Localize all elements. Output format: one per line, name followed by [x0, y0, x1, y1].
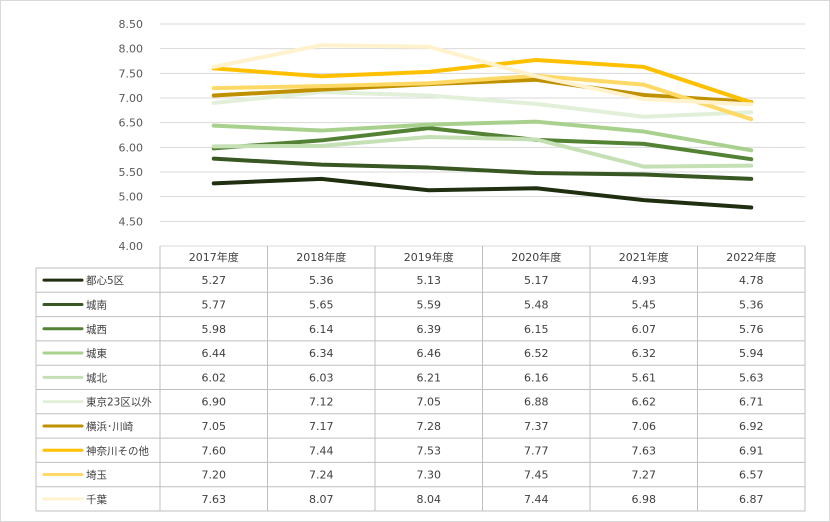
data-value: 5.98 [202, 323, 227, 336]
series-line [211, 176, 754, 210]
x-category-label: 2022年度 [726, 250, 776, 264]
series-line [211, 134, 754, 169]
data-value: 6.90 [202, 396, 227, 409]
series-line [211, 119, 754, 153]
data-value: 8.07 [309, 493, 334, 506]
data-value: 7.44 [309, 444, 334, 457]
data-value: 7.27 [632, 469, 657, 482]
data-value: 5.36 [739, 298, 764, 311]
series-line [211, 73, 754, 122]
data-value: 6.16 [524, 371, 549, 384]
series-label: 都心5区 [86, 275, 124, 287]
data-value: 6.39 [417, 323, 442, 336]
y-tick-label: 5.50 [119, 166, 144, 179]
data-value: 6.21 [417, 371, 442, 384]
y-tick-label: 8.50 [119, 18, 144, 31]
data-value: 7.06 [632, 420, 657, 433]
data-value: 5.27 [202, 274, 227, 287]
data-value: 6.07 [632, 323, 657, 336]
data-value: 5.17 [524, 274, 549, 287]
data-value: 6.32 [632, 347, 657, 360]
x-category-label: 2021年度 [619, 250, 669, 264]
data-value: 7.44 [524, 493, 549, 506]
data-value: 4.78 [739, 274, 764, 287]
y-tick-label: 4.00 [119, 240, 144, 253]
data-value: 7.53 [417, 444, 442, 457]
data-value: 6.52 [524, 347, 549, 360]
data-value: 6.02 [202, 371, 227, 384]
data-value: 6.14 [309, 323, 334, 336]
series-label: 横浜･川崎 [86, 420, 134, 433]
data-value: 5.65 [309, 298, 334, 311]
data-value: 5.76 [739, 323, 764, 336]
series-label: 埼玉 [86, 469, 107, 482]
series-label: 千葉 [86, 493, 107, 506]
data-value: 6.46 [417, 347, 442, 360]
series-line [211, 156, 754, 181]
data-value: 6.91 [739, 444, 764, 457]
data-value: 7.45 [524, 469, 549, 482]
y-tick-label: 8.00 [119, 43, 144, 56]
data-value: 5.48 [524, 298, 549, 311]
series-line [211, 43, 754, 107]
data-value: 6.44 [202, 347, 227, 360]
data-value: 6.34 [309, 347, 334, 360]
data-value: 6.92 [739, 420, 764, 433]
data-value: 8.04 [417, 493, 442, 506]
series-line [211, 58, 754, 105]
data-value: 7.05 [202, 420, 227, 433]
x-category-label: 2019年度 [404, 250, 454, 264]
series-label: 城東 [86, 347, 107, 360]
data-value: 7.24 [309, 469, 334, 482]
data-value: 6.98 [632, 493, 657, 506]
data-value: 7.60 [202, 444, 227, 457]
data-value: 6.88 [524, 396, 549, 409]
data-value: 7.05 [417, 396, 442, 409]
data-value: 5.36 [309, 274, 334, 287]
data-value: 5.61 [632, 371, 657, 384]
data-value: 4.93 [632, 274, 657, 287]
data-value: 7.63 [202, 493, 227, 506]
data-value: 6.87 [739, 493, 764, 506]
data-value: 5.63 [739, 371, 764, 384]
data-value: 5.94 [739, 347, 764, 360]
series-line [211, 90, 754, 119]
series-label: 城北 [86, 372, 107, 384]
y-tick-label: 7.50 [119, 67, 144, 80]
y-tick-label: 6.00 [119, 141, 144, 154]
x-category-label: 2018年度 [296, 250, 346, 264]
data-value: 7.17 [309, 420, 334, 433]
y-tick-label: 7.00 [119, 92, 144, 105]
data-value: 7.20 [202, 469, 227, 482]
y-tick-label: 5.00 [119, 191, 144, 204]
data-value: 5.77 [202, 298, 227, 311]
series-line [211, 77, 754, 104]
x-category-label: 2017年度 [189, 250, 239, 264]
data-value: 6.71 [739, 396, 764, 409]
data-value: 6.03 [309, 371, 334, 384]
data-value: 7.77 [524, 444, 549, 457]
data-value: 7.28 [417, 420, 442, 433]
data-value: 5.13 [417, 274, 442, 287]
series-label: 東京23区以外 [86, 396, 152, 409]
data-value: 6.57 [739, 469, 764, 482]
series-line [211, 126, 754, 162]
data-value: 6.15 [524, 323, 549, 336]
data-value: 5.59 [417, 298, 442, 311]
data-value: 7.37 [524, 420, 549, 433]
data-value: 6.62 [632, 396, 657, 409]
series-label: 神奈川その他 [86, 444, 149, 457]
data-value: 7.63 [632, 444, 657, 457]
data-value: 5.45 [632, 298, 657, 311]
x-category-label: 2020年度 [511, 250, 561, 264]
series-label: 城南 [86, 298, 107, 311]
y-tick-label: 6.50 [119, 117, 144, 130]
series-label: 城西 [86, 324, 107, 336]
data-value: 7.30 [417, 469, 442, 482]
y-tick-label: 4.50 [119, 215, 144, 228]
data-value: 7.12 [309, 396, 334, 409]
